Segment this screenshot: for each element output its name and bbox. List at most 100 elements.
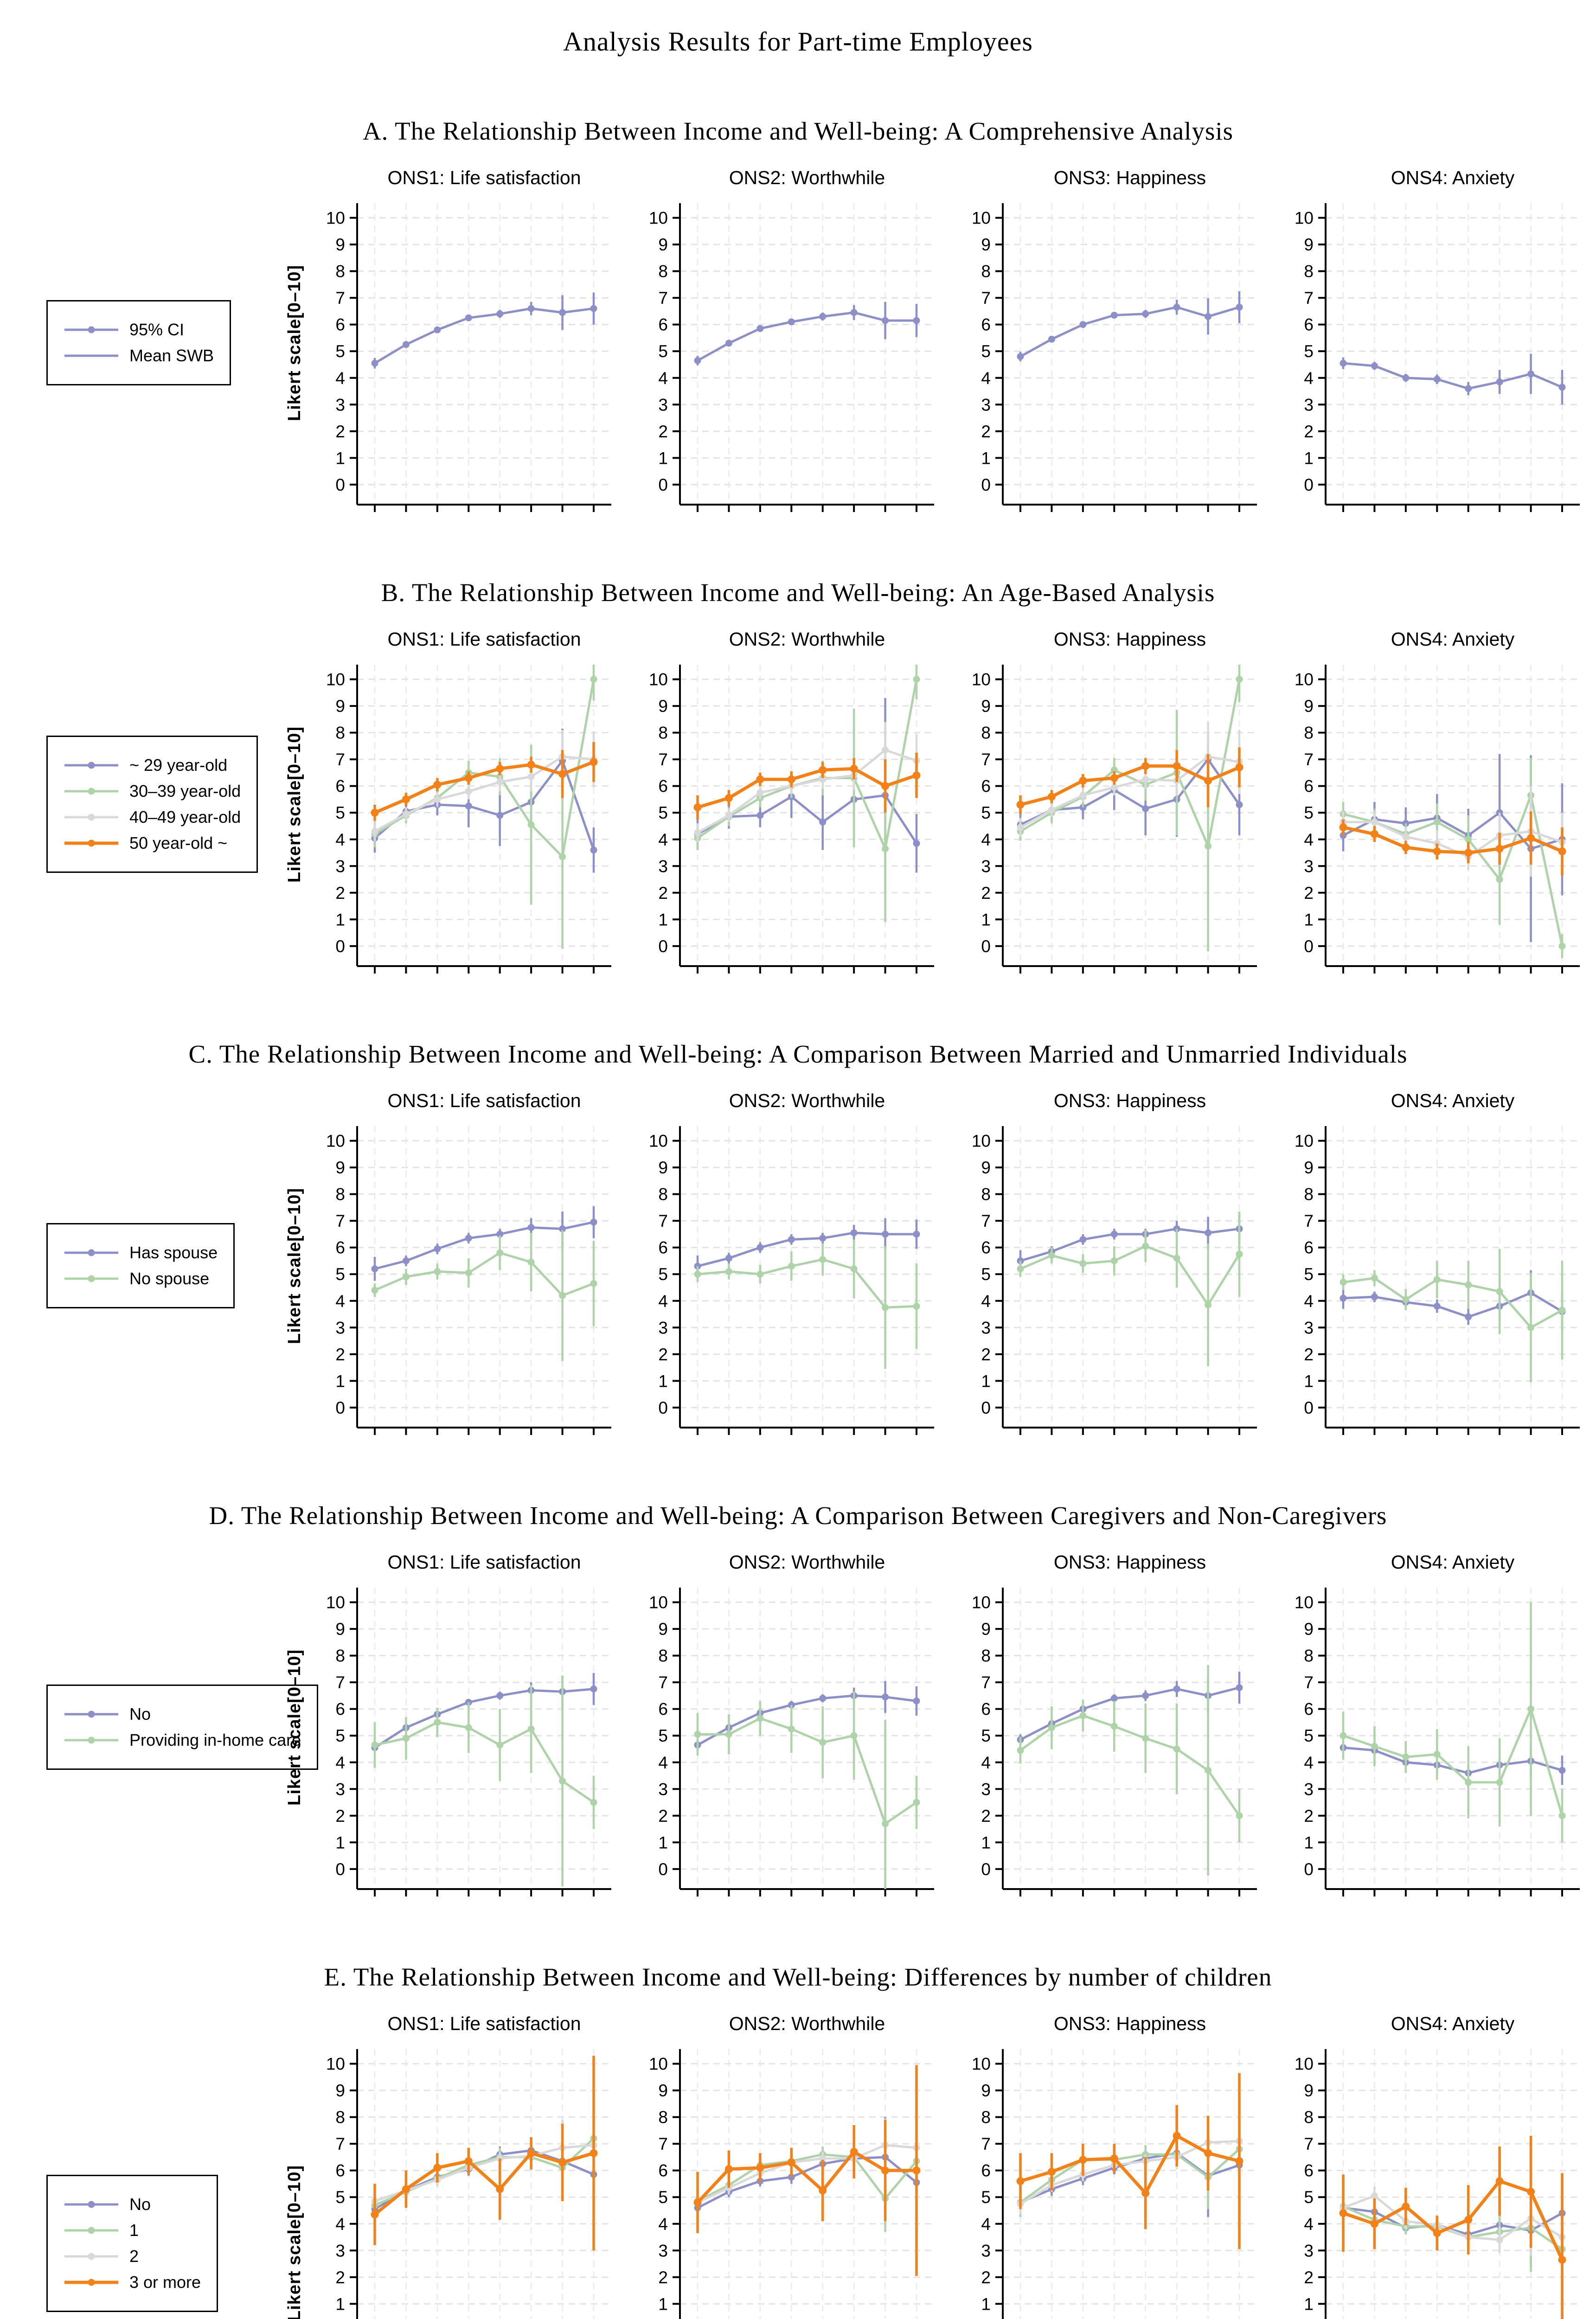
svg-text:0: 0	[658, 475, 668, 494]
svg-text:0: 0	[1304, 937, 1314, 956]
svg-text:3: 3	[981, 1318, 991, 1337]
chart-plot: 0 1 2 3 4 5 6 7 8 9 10	[326, 1588, 611, 1896]
svg-text:7: 7	[335, 1211, 345, 1230]
svg-text:2: 2	[981, 1345, 991, 1364]
svg-text:6: 6	[981, 777, 991, 796]
svg-text:1: 1	[335, 2294, 345, 2313]
chart-plot: 0 1 2 3 4 5 6 7 8 9 10	[649, 665, 934, 974]
svg-text:8: 8	[1304, 1185, 1314, 1204]
legend-gutter: No 1 2 3 or more	[46, 2174, 278, 2312]
svg-text:6: 6	[1304, 315, 1314, 334]
series-50-year-old-	[1339, 811, 1566, 876]
legend: No 1 2 3 or more	[46, 2174, 218, 2312]
svg-text:10: 10	[326, 209, 345, 228]
chart-d-ons4: ONS4: Anxiety 0 1 2 3 4 5 6 7 8 9 10	[1279, 1551, 1585, 1903]
svg-text:9: 9	[335, 235, 345, 254]
svg-text:4: 4	[658, 1292, 668, 1311]
svg-text:0: 0	[335, 475, 345, 494]
svg-text:8: 8	[335, 1185, 345, 1204]
chart-plot: 0 1 2 3 4 5 6 7 8 9 10	[972, 203, 1257, 512]
chart-title: ONS4: Anxiety	[1391, 628, 1515, 650]
svg-text:7: 7	[981, 1211, 991, 1230]
chart-plot: 0 1 2 3 4 5 6 7 8 9 10	[649, 203, 934, 512]
series-no-spouse	[1017, 1211, 1243, 1366]
chart-d-ons1: ONS1: Life satisfaction 0 1 2 3 4 5 6 7 8 9 10	[311, 1551, 617, 1903]
legend-item: Providing in-home care	[64, 1730, 301, 1750]
svg-text:8: 8	[658, 2108, 668, 2127]
chart-title: ONS1: Life satisfaction	[387, 2013, 581, 2034]
svg-text:4: 4	[981, 369, 991, 388]
svg-text:3: 3	[658, 1318, 668, 1337]
svg-text:3: 3	[335, 1318, 345, 1337]
y-axis-label: Likert scale[0–10]	[284, 1187, 304, 1344]
svg-text:1: 1	[981, 448, 991, 468]
svg-text:9: 9	[335, 1620, 345, 1639]
chart-c-ons1: ONS1: Life satisfaction 0 1 2 3 4 5 6 7 8 9 10	[311, 1090, 617, 1441]
svg-text:8: 8	[1304, 2108, 1314, 2127]
series-has-spouse	[371, 1206, 597, 1281]
panel-heading: D. The Relationship Between Income and W…	[209, 1501, 1387, 1530]
legend: Has spouse No spouse	[46, 1223, 235, 1308]
svg-text:8: 8	[335, 1646, 345, 1666]
chart-plot: 0 1 2 3 4 5 6 7 8 9 10	[326, 203, 611, 512]
svg-text:4: 4	[981, 1292, 991, 1311]
svg-text:2: 2	[658, 884, 668, 903]
charts-row: ONS1: Life satisfaction 0 1 2 3 4 5 6 7 8 9 10 ONS…	[311, 1090, 1585, 1441]
chart-plot: 0 1 2 3 4 5 6 7 8 9 10	[972, 1588, 1257, 1896]
svg-text:4: 4	[1304, 2215, 1314, 2234]
panel-e: E. The Relationship Between Income and W…	[0, 1962, 1596, 2319]
panel-heading: A. The Relationship Between Income and W…	[362, 117, 1234, 145]
chart-plot: 0 1 2 3 4 5 6 7 8 9 10	[649, 1588, 934, 1896]
svg-text:5: 5	[658, 2188, 668, 2207]
svg-text:10: 10	[326, 1132, 345, 1151]
legend-label: No	[129, 1704, 151, 1723]
svg-text:7: 7	[658, 1211, 668, 1230]
legend-swatch-purple	[64, 326, 118, 333]
svg-text:2: 2	[658, 1345, 668, 1364]
charts-row: ONS1: Life satisfaction 0 1 2 3 4 5 6 7 8 9 10 ONS…	[311, 167, 1585, 519]
chart-title: ONS1: Life satisfaction	[387, 167, 581, 188]
svg-text:0: 0	[335, 1398, 345, 1417]
svg-text:4: 4	[981, 830, 991, 849]
chart-title: ONS2: Worthwhile	[729, 1551, 885, 1573]
chart-c-ons4: ONS4: Anxiety 0 1 2 3 4 5 6 7 8 9 10	[1279, 1090, 1585, 1441]
legend-swatch-purple	[64, 2201, 118, 2208]
svg-text:0: 0	[1304, 475, 1314, 494]
svg-text:2: 2	[1304, 1345, 1314, 1364]
svg-text:10: 10	[649, 2055, 668, 2074]
chart-c-ons3: ONS3: Happiness 0 1 2 3 4 5 6 7 8 9 10	[956, 1090, 1263, 1441]
svg-text:9: 9	[658, 2081, 668, 2100]
svg-text:6: 6	[1304, 2161, 1314, 2180]
svg-text:3: 3	[658, 395, 668, 414]
series-mean-swb	[694, 301, 920, 365]
series-3-or-more	[1339, 2135, 1566, 2319]
svg-text:4: 4	[658, 830, 668, 849]
svg-text:4: 4	[981, 2215, 991, 2234]
chart-plot: 0 1 2 3 4 5 6 7 8 9 10	[326, 1126, 611, 1435]
legend-swatch-purple	[64, 1710, 118, 1718]
svg-text:1: 1	[335, 1833, 345, 1852]
legend-gutter: ~ 29 year-old 30–39 year-old 40–49 year-ol…	[46, 736, 278, 873]
chart-title: ONS2: Worthwhile	[729, 2013, 885, 2034]
svg-text:7: 7	[981, 750, 991, 769]
svg-text:8: 8	[335, 2108, 345, 2127]
y-axis-label: Likert scale[0–10]	[284, 2165, 304, 2319]
svg-text:5: 5	[981, 342, 991, 361]
svg-text:0: 0	[981, 475, 991, 494]
svg-text:6: 6	[658, 777, 668, 796]
legend-label: Has spouse	[129, 1243, 218, 1262]
series-no-spouse	[694, 1239, 920, 1369]
series-providing-in-home-care	[1017, 1665, 1243, 1876]
svg-text:2: 2	[981, 2268, 991, 2287]
svg-text:8: 8	[981, 724, 991, 743]
legend-item: Mean SWB	[64, 346, 214, 365]
svg-text:1: 1	[1304, 1833, 1314, 1852]
chart-plot: 0 1 2 3 4 5 6 7 8 9 10	[1295, 203, 1580, 512]
legend-swatch-orange	[64, 2279, 118, 2286]
svg-text:5: 5	[335, 1726, 345, 1745]
svg-text:10: 10	[1295, 209, 1314, 228]
svg-text:9: 9	[658, 697, 668, 716]
